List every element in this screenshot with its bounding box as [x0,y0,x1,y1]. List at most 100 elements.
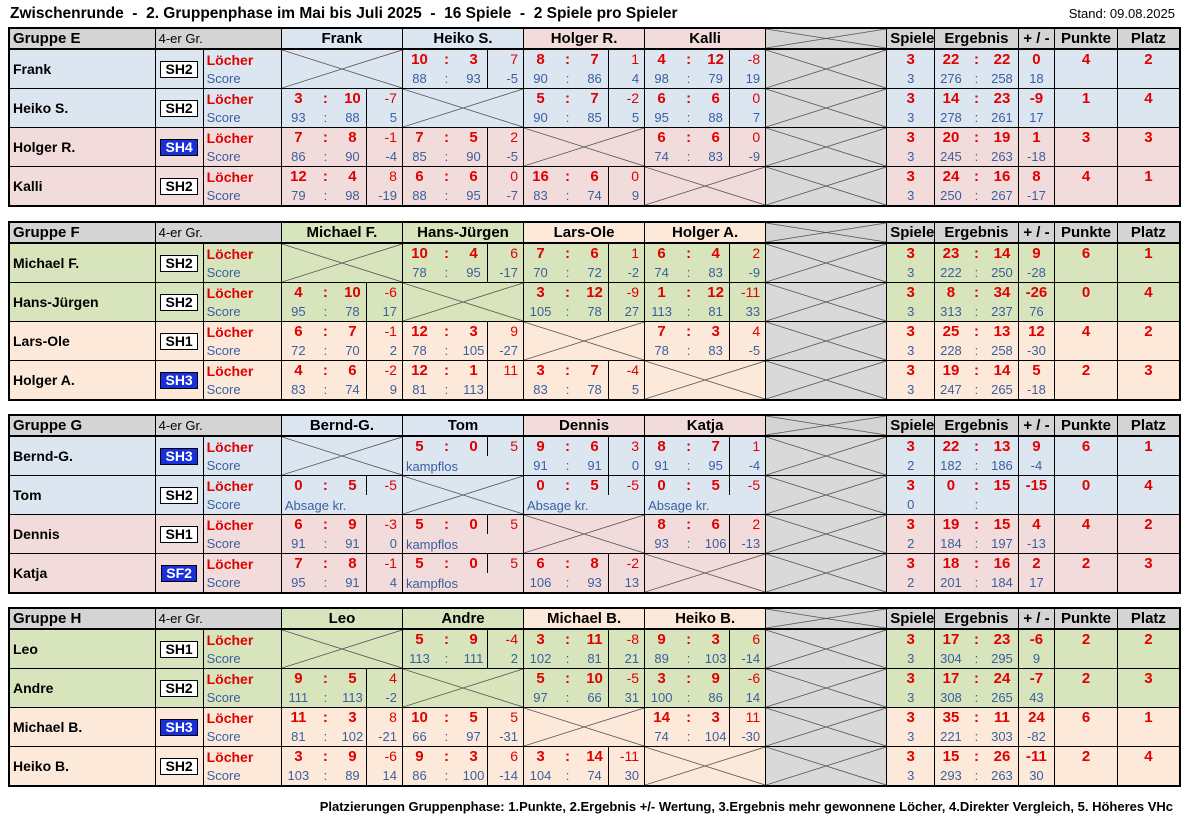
value-diff: 11 [487,361,520,380]
value-colon: : [323,729,328,744]
match-score: 86: 90 -4 [281,147,403,167]
holes-result: 3:12 -9 [527,283,641,302]
value-diff: 5 [608,108,641,127]
value-diff: 9 [487,322,520,341]
handicap-badge: SH2 [155,88,204,128]
column-platz: Platz [1117,28,1181,50]
total-spiele: 3 [886,360,936,380]
value-left: 90 [533,71,548,86]
score-spiele: 3 [886,649,936,669]
cross-mark-icon [766,416,886,435]
holes-result: 3:10 -7 [285,89,399,108]
value-colon: : [973,129,979,146]
cross-mark-icon [282,630,402,668]
group-table: Gruppe G 4-er Gr. Bernd-G. Tom Dennis Katja Sp… [8,414,1181,594]
cross-mark-icon [645,554,765,592]
player-name: Kalli [9,166,156,206]
match-score: 97: 66 31 [523,688,646,708]
value-colon: : [974,149,979,164]
value-right: 5 [590,477,599,494]
score-result: 91: 91 0 [285,534,399,553]
score-plus-minus: -17 [1018,186,1056,206]
value-left: 22 [942,51,960,68]
handicap-label: SF2 [161,564,197,582]
player-name: Hans-Jürgen [9,282,156,322]
match-score: 95: 88 7 [644,108,767,128]
value-left: 7 [294,129,303,146]
match-score: 79: 98 -19 [281,186,403,206]
player-row-loecher: Katja SF2 Löcher 7:8 -1 5:0 5 6:8 -2 3 18:16 2 2 3 [9,553,1181,593]
value-diff: -19 [365,186,399,205]
match-score: 88: 93 -5 [402,69,525,89]
player-name: Katja [9,553,156,593]
score-result: 74: 83 -9 [648,147,762,166]
row-label-loecher: Löcher [203,88,282,108]
self-cross-cell [281,435,403,476]
value-colon: : [974,110,979,125]
player-name: Dennis [9,514,156,554]
ergebnis-values: 25:13 [938,322,1014,341]
cross-mark-icon [524,515,644,553]
score-ergebnis: 293:263 [934,766,1019,786]
value-diff: 0 [608,456,641,475]
value-colon: : [974,265,979,280]
row-label-score: Score [203,649,282,669]
match-score: Absage kr. [281,495,403,515]
value-left: 74 [654,149,669,164]
value-right: 66 [587,690,602,705]
score-punkte-empty [1054,302,1118,322]
value-right: 95 [708,458,723,473]
handicap-badge: SH3 [155,360,204,400]
value-diff: -1 [365,128,399,147]
value-right: 6 [590,168,599,185]
empty-column-cell [765,48,888,89]
value-diff: -9 [729,263,762,282]
player-name: Tom [9,475,156,515]
handicap-label: SH3 [160,447,198,465]
score-result: 74:104 -30 [648,727,762,746]
score-plus-minus: 9 [1018,649,1056,669]
score-platz-empty [1117,302,1181,322]
value-right: 6 [711,90,720,107]
value-diff: 0 [487,167,520,186]
total-punkte: 2 [1054,668,1118,688]
total-ergebnis: 25:13 [934,321,1019,341]
score-plus-minus: -82 [1018,727,1056,747]
cross-mark-icon [766,89,886,127]
handicap-label: SH2 [160,293,198,311]
cross-mark-icon [645,361,765,399]
player-row-score: Score kampflos 91:91 0 91:95 -4 2 182:186 -4 [9,456,1181,476]
value-right: 23 [993,631,1011,648]
score-ergebnis: 245:263 [934,147,1019,167]
score-result: 91: 95 -4 [648,456,762,475]
group-name: Gruppe F [9,222,156,244]
total-platz: 4 [1117,475,1181,495]
value-right: 7 [348,323,357,340]
value-diff: 19 [729,69,762,88]
score-platz-empty [1117,688,1181,708]
value-diff: 4 [365,669,399,688]
handicap-label: SH2 [160,757,198,775]
holes-result: 11: 3 8 [285,708,399,727]
value-diff: 2 [365,341,399,360]
value-right: 24 [993,670,1011,687]
match-holes: 12: 3 9 [402,321,525,341]
value-left: 6 [657,90,666,107]
value-right: 74 [345,382,360,397]
value-left: 250 [940,188,962,203]
value-diff: -8 [608,630,641,649]
value-diff: 31 [608,688,641,707]
value-colon: : [322,477,328,494]
value-colon: : [323,304,328,319]
value-diff: -13 [729,534,762,553]
group-type: 4-er Gr. [155,28,282,50]
total-punkte: 2 [1054,628,1118,649]
match-score: 100: 86 14 [644,688,767,708]
handicap-badge: SH2 [155,282,204,322]
column-spiele: Spiele [886,415,936,437]
self-cross-cell [644,166,767,206]
value-left: 0 [946,477,956,494]
match-holes: 0: 5 -5 [644,475,767,495]
